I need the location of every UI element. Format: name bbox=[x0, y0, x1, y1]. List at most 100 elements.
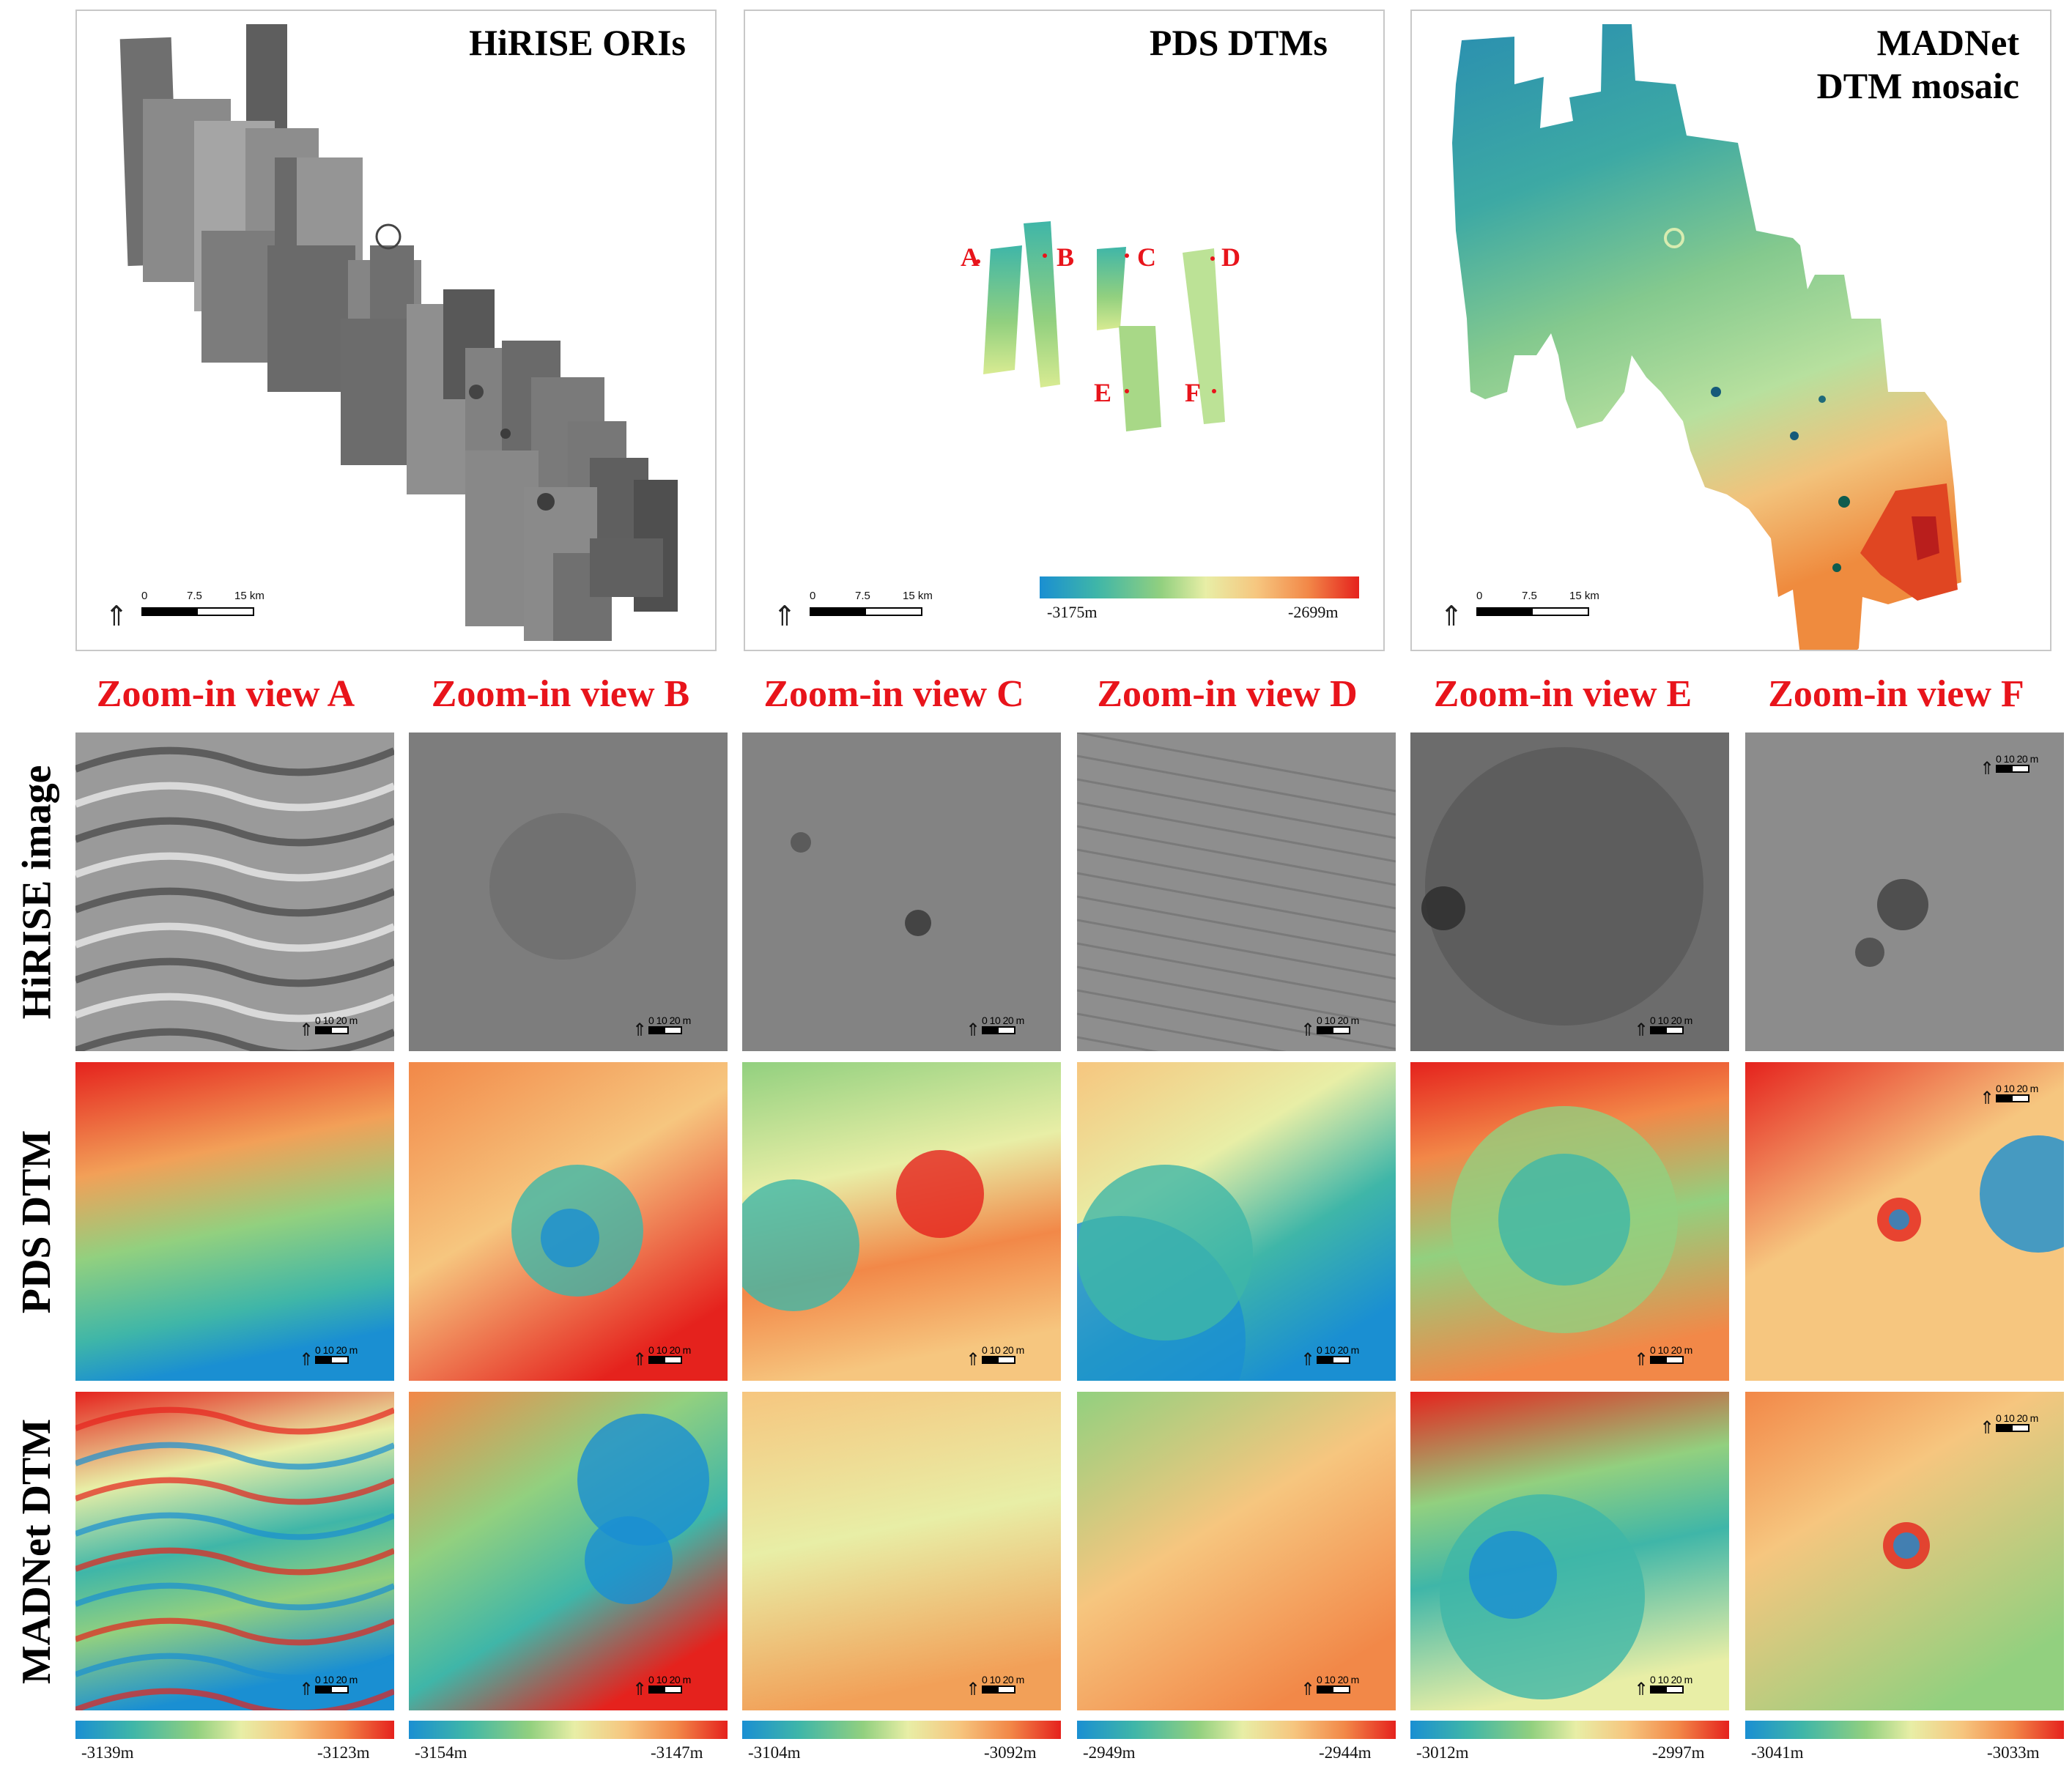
ortho-mosaic-map bbox=[119, 24, 678, 641]
tile-scale-bar: ⇑ 0 10 20 m bbox=[1634, 1015, 1700, 1039]
tile-scale-graphic bbox=[982, 1685, 1015, 1694]
row-header-pds: PDS DTM bbox=[0, 1062, 73, 1381]
tile-scale-graphic bbox=[1996, 765, 2030, 773]
hirise-tile-b: ⇑ 0 10 20 m bbox=[409, 733, 728, 1051]
madnet-title-line1: MADNet bbox=[1876, 22, 2019, 63]
colorbar-a-min: -3139m bbox=[81, 1743, 134, 1762]
colorbar-b-max: -3147m bbox=[651, 1743, 703, 1762]
pds-title: PDS DTMs bbox=[1149, 22, 1328, 63]
location-dot-b bbox=[1043, 253, 1047, 258]
madnet-tile-b: ⇑ 0 10 20 m bbox=[409, 1392, 728, 1710]
madnet-mosaic-map bbox=[1452, 24, 1961, 650]
hirise-tile-d: ⇑ 0 10 20 m bbox=[1077, 733, 1396, 1051]
tile-scale-bar: ⇑ 0 10 20 m bbox=[1300, 1674, 1366, 1699]
tile-scale-graphic bbox=[1317, 1026, 1350, 1034]
scale-label-end: 15 km bbox=[903, 590, 933, 602]
tile-scale-bar: ⇑ 0 10 20 m bbox=[632, 1344, 698, 1369]
north-arrow-icon: ⇑ bbox=[1980, 1418, 1995, 1438]
tile-scale-label: 0 10 20 m bbox=[982, 1344, 1024, 1356]
pds-tile-image-e bbox=[1410, 1062, 1729, 1381]
tile-scale-graphic bbox=[1650, 1026, 1684, 1034]
hirise-tile-image-d bbox=[1077, 733, 1396, 1051]
tile-scale-graphic bbox=[982, 1026, 1015, 1034]
tile-scale-graphic bbox=[1650, 1685, 1684, 1694]
colorbar-d bbox=[1077, 1721, 1396, 1739]
pds-tile-b: ⇑ 0 10 20 m bbox=[409, 1062, 728, 1381]
north-arrow-icon: ⇑ bbox=[632, 1020, 648, 1040]
pds-scale-bar: ⇑ 0 7.5 15 km bbox=[773, 590, 934, 634]
ortho-strips bbox=[119, 24, 678, 641]
colorbar-a-max: -3123m bbox=[317, 1743, 370, 1762]
location-dot-d bbox=[1210, 256, 1215, 261]
tile-scale-bar: ⇑ 0 10 20 m bbox=[1980, 753, 2046, 778]
colorbar-e bbox=[1410, 1721, 1729, 1739]
tile-scale-bar: ⇑ 0 10 20 m bbox=[1980, 1083, 2046, 1108]
madnet-tile-f: ⇑ 0 10 20 m bbox=[1745, 1392, 2064, 1710]
scale-label-mid: 7.5 bbox=[855, 590, 870, 602]
tile-scale-label: 0 10 20 m bbox=[1650, 1674, 1692, 1685]
north-arrow-icon: ⇑ bbox=[773, 601, 796, 632]
tile-scale-bar: ⇑ 0 10 20 m bbox=[632, 1015, 698, 1039]
overview-colorbar-max: -2699m bbox=[1288, 603, 1339, 621]
tile-scale-graphic bbox=[315, 1685, 349, 1694]
north-arrow-icon: ⇑ bbox=[632, 1680, 648, 1699]
row-header-hirise-label: HiRISE image bbox=[14, 765, 60, 1019]
orthos-title: HiRISE ORIs bbox=[469, 22, 686, 63]
north-arrow-icon: ⇑ bbox=[1300, 1020, 1316, 1040]
tile-scale-label: 0 10 20 m bbox=[315, 1015, 358, 1026]
column-header-b: Zoom-in view B bbox=[431, 673, 690, 715]
tile-scale-label: 0 10 20 m bbox=[1650, 1344, 1692, 1356]
madnet-tile-c: ⇑ 0 10 20 m bbox=[742, 1392, 1061, 1710]
tile-scale-label: 0 10 20 m bbox=[1650, 1015, 1692, 1026]
column-header-a: Zoom-in view A bbox=[96, 673, 355, 715]
overview-madnet-panel: MADNet DTM mosaic ⇑ 0 7.5 15 km bbox=[1410, 10, 2051, 651]
tile-scale-graphic bbox=[648, 1356, 682, 1364]
north-arrow-icon: ⇑ bbox=[1440, 601, 1463, 632]
tile-scale-graphic bbox=[648, 1026, 682, 1034]
scale-label-0: 0 bbox=[141, 590, 148, 602]
madnet-tile-image-f bbox=[1745, 1392, 2064, 1710]
colorbar-b bbox=[409, 1721, 728, 1739]
scale-label-mid: 7.5 bbox=[187, 590, 202, 602]
tile-scale-bar: ⇑ 0 10 20 m bbox=[1634, 1674, 1700, 1699]
tile-scale-bar: ⇑ 0 10 20 m bbox=[1980, 1412, 2046, 1437]
row-header-pds-label: PDS DTM bbox=[14, 1130, 60, 1313]
tile-scale-graphic bbox=[315, 1026, 349, 1034]
location-label-b: B bbox=[1057, 242, 1075, 272]
madnet-tile-image-c bbox=[742, 1392, 1061, 1710]
north-arrow-icon: ⇑ bbox=[966, 1680, 981, 1699]
scale-bar-graphic bbox=[810, 607, 922, 616]
pds-tile-image-f bbox=[1745, 1062, 2064, 1381]
hirise-tile-image-b bbox=[409, 733, 728, 1051]
scale-label-0: 0 bbox=[1476, 590, 1483, 602]
north-arrow-icon: ⇑ bbox=[1300, 1680, 1316, 1699]
tile-scale-label: 0 10 20 m bbox=[1996, 1412, 2038, 1424]
tile-scale-label: 0 10 20 m bbox=[982, 1015, 1024, 1026]
colorbar-d-max: -2944m bbox=[1319, 1743, 1372, 1762]
north-arrow-icon: ⇑ bbox=[632, 1350, 648, 1370]
north-arrow-icon: ⇑ bbox=[299, 1020, 314, 1040]
tile-scale-bar: ⇑ 0 10 20 m bbox=[966, 1015, 1032, 1039]
madnet-tile-e: ⇑ 0 10 20 m bbox=[1410, 1392, 1729, 1710]
north-arrow-icon: ⇑ bbox=[1634, 1020, 1649, 1040]
hirise-tile-f: ⇑ 0 10 20 m bbox=[1745, 733, 2064, 1051]
location-dot-c bbox=[1125, 253, 1129, 258]
north-arrow-icon: ⇑ bbox=[1980, 1089, 1995, 1108]
madnet-tile-image-a bbox=[75, 1392, 394, 1710]
scale-label-end: 15 km bbox=[1569, 590, 1599, 602]
tile-scale-bar: ⇑ 0 10 20 m bbox=[1300, 1344, 1366, 1369]
pds-tile-f: ⇑ 0 10 20 m bbox=[1745, 1062, 2064, 1381]
pds-tile-image-a bbox=[75, 1062, 394, 1381]
tile-scale-label: 0 10 20 m bbox=[315, 1344, 358, 1356]
madnet-title: MADNet DTM mosaic bbox=[1817, 21, 2019, 108]
row-header-madnet: MADNet DTM bbox=[0, 1392, 73, 1710]
orthos-scale-bar: ⇑ 0 7.5 15 km bbox=[105, 590, 266, 634]
north-arrow-icon: ⇑ bbox=[299, 1680, 314, 1699]
colorbar-e-min: -3012m bbox=[1416, 1743, 1469, 1762]
pds-tile-c: ⇑ 0 10 20 m bbox=[742, 1062, 1061, 1381]
north-arrow-icon: ⇑ bbox=[966, 1350, 981, 1370]
tile-scale-label: 0 10 20 m bbox=[1996, 1083, 2038, 1094]
hirise-tile-e: ⇑ 0 10 20 m bbox=[1410, 733, 1729, 1051]
madnet-tile-image-d bbox=[1077, 1392, 1396, 1710]
tile-scale-label: 0 10 20 m bbox=[1317, 1344, 1359, 1356]
